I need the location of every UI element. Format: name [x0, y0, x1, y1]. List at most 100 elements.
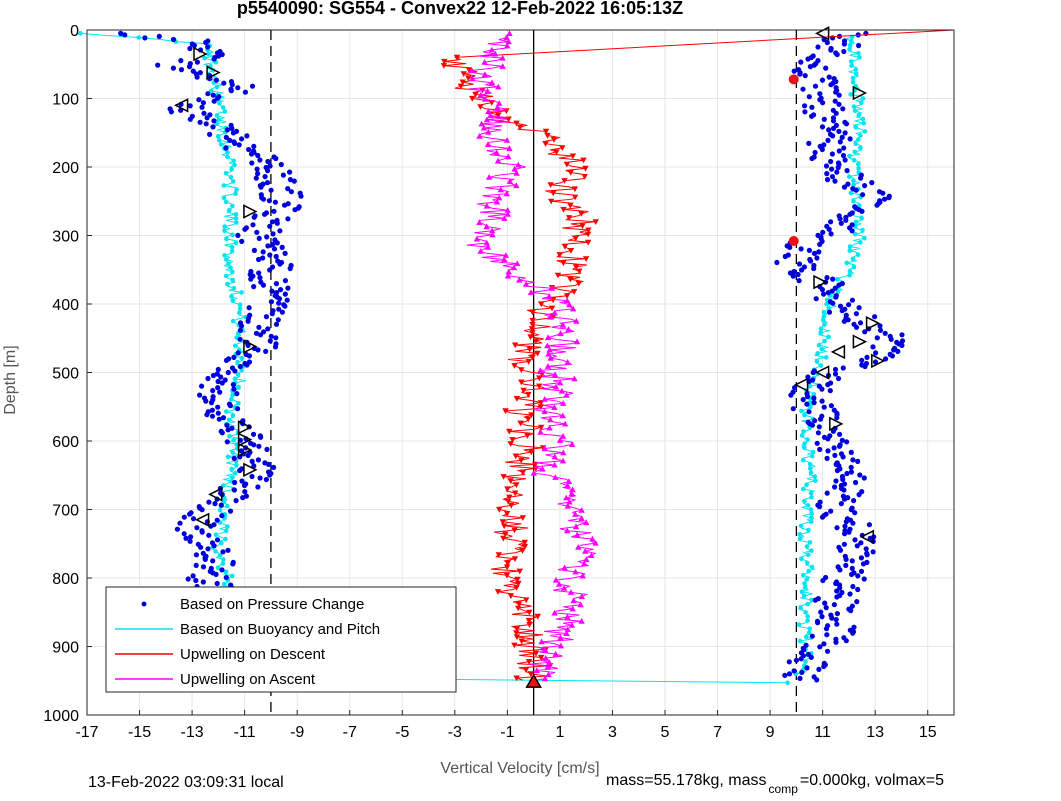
descent-point — [560, 260, 567, 267]
descent-point — [511, 363, 518, 369]
pressure-point — [205, 44, 211, 50]
ascent-point — [572, 523, 580, 530]
descent-point — [525, 416, 532, 423]
pressure-point — [203, 121, 209, 127]
pressure-point — [872, 359, 879, 365]
pressure-point — [211, 56, 217, 62]
buoyancy-point — [229, 573, 235, 579]
pressure-point — [891, 347, 897, 353]
descent-point — [536, 375, 543, 382]
pressure-point — [265, 168, 271, 174]
pressure-point — [814, 677, 820, 683]
pressure-point — [833, 617, 839, 623]
pressure-point — [862, 183, 868, 189]
pressure-point — [813, 296, 819, 302]
buoyancy-point — [225, 524, 230, 529]
descent-point — [509, 437, 516, 443]
buoyancy-point — [810, 453, 815, 459]
buoyancy-point — [848, 92, 853, 97]
pressure-point — [853, 311, 860, 317]
pressure-point — [809, 113, 815, 119]
pressure-point — [200, 579, 206, 585]
pressure-point — [819, 124, 826, 130]
event-marker — [237, 420, 253, 435]
ascent-point — [515, 161, 522, 168]
descent-point — [538, 424, 545, 431]
pressure-point — [218, 374, 224, 380]
pressure-point — [186, 64, 193, 70]
pressure-point — [260, 282, 266, 288]
pressure-point — [245, 318, 251, 324]
event-marker — [859, 529, 875, 545]
pressure-point — [185, 576, 191, 582]
descent-point — [534, 350, 541, 357]
descent-point — [560, 206, 567, 213]
buoyancy-point — [221, 183, 227, 188]
pressure-point — [843, 519, 849, 525]
pressure-point — [809, 633, 815, 639]
buoyancy-point — [849, 63, 854, 68]
buoyancy-point — [809, 564, 815, 570]
descent-point — [506, 494, 513, 501]
pressure-point — [264, 234, 270, 240]
ascent-point — [496, 194, 503, 201]
pressure-point — [285, 285, 291, 291]
buoyancy-point — [824, 301, 829, 307]
descent-point — [542, 128, 550, 135]
descent-point — [499, 519, 506, 525]
descent-point — [512, 490, 519, 497]
pressure-point — [203, 39, 209, 46]
buoyancy-point — [225, 150, 230, 155]
pressure-point — [843, 121, 850, 127]
buoyancy-point — [857, 203, 862, 208]
ascent-point — [557, 642, 565, 649]
ascent-point — [493, 149, 500, 156]
pressure-point — [826, 74, 832, 80]
descent-point — [550, 190, 557, 197]
pressure-point — [235, 232, 241, 238]
pressure-point — [834, 169, 840, 175]
ascent-point — [504, 211, 511, 217]
pressure-point — [825, 436, 831, 442]
pressure-point — [232, 140, 238, 146]
legend-swatch-pressure — [141, 601, 147, 607]
buoyancy-point — [807, 383, 813, 389]
pressure-point — [232, 479, 238, 486]
pressure-point — [208, 400, 215, 406]
descent-point — [503, 572, 511, 579]
buoyancy-point — [853, 71, 859, 77]
buoyancy-point — [234, 187, 239, 192]
marker-layer — [173, 26, 886, 690]
descent-point — [559, 145, 566, 151]
pressure-point — [278, 161, 284, 168]
ascent-line — [466, 33, 598, 682]
buoyancy-point — [797, 638, 803, 644]
pressure-point — [849, 603, 856, 609]
buoyancy-point — [801, 486, 806, 492]
buoyancy-point — [220, 105, 226, 110]
pressure-point — [834, 51, 840, 58]
pressure-point — [256, 256, 262, 263]
buoyancy-point — [809, 494, 814, 500]
buoyancy-point — [231, 285, 237, 291]
buoyancy-point — [229, 396, 234, 402]
pressure-point — [861, 576, 867, 582]
pressure-point — [790, 406, 796, 412]
buoyancy-point — [822, 322, 827, 327]
pressure-point — [817, 416, 824, 422]
pressure-point — [216, 416, 222, 422]
pressure-point — [804, 401, 810, 407]
pressure-point — [284, 297, 290, 303]
ascent-point — [578, 618, 585, 624]
pressure-point — [206, 532, 212, 538]
pressure-point — [155, 62, 161, 68]
pressure-point — [826, 226, 832, 232]
event-marker — [243, 462, 258, 478]
pressure-point — [848, 464, 854, 470]
pressure-point — [248, 151, 255, 157]
descent-point — [503, 511, 511, 517]
pressure-point — [841, 184, 848, 190]
descent-point — [537, 404, 544, 410]
pressure-point — [845, 317, 851, 323]
buoyancy-point — [853, 67, 859, 72]
